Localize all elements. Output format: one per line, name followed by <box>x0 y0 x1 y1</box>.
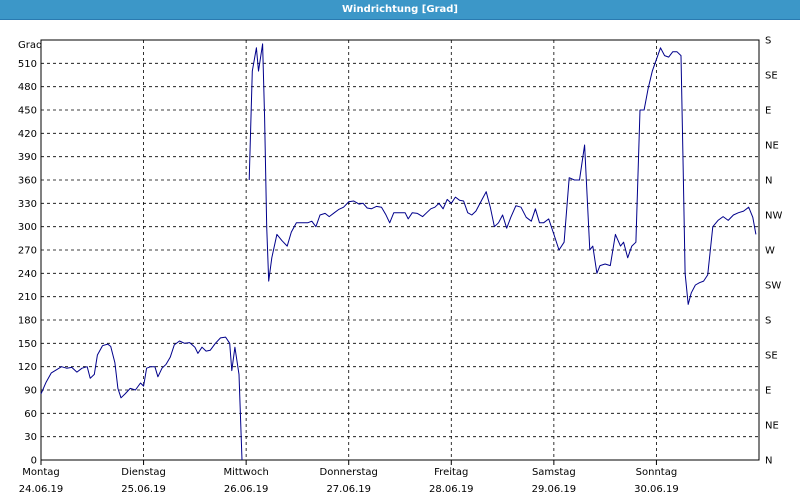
y-tick-label: 210 <box>18 292 37 303</box>
y-tick-label: 180 <box>18 316 37 327</box>
y-tick-label: 270 <box>18 246 37 257</box>
compass-tick-label: NW <box>765 211 782 222</box>
day-label: Sonntag <box>636 467 678 478</box>
date-label: 27.06.19 <box>326 484 371 495</box>
y-tick-label: 120 <box>18 362 37 373</box>
compass-tick-label: E <box>765 106 771 117</box>
day-label: Freitag <box>434 467 468 478</box>
day-label: Mittwoch <box>223 467 268 478</box>
y-tick-label: 240 <box>18 269 37 280</box>
day-tick-labels: Montag 24.06.19 Dienstag 25.06.19 Mittwoch 26… <box>19 467 679 495</box>
date-label: 25.06.19 <box>121 484 166 495</box>
date-label: 26.06.19 <box>224 484 269 495</box>
compass-tick-label: N <box>765 456 772 467</box>
series-line-segment-1 <box>40 336 243 461</box>
y-axis-label: Grad <box>18 40 42 51</box>
date-label: 24.06.19 <box>19 484 64 495</box>
y-tick-label: 390 <box>18 152 37 163</box>
y-tick-labels: 0 30 60 90 120 150 180 210 240 270 300 330 360 390 420… <box>18 59 37 467</box>
plot-frame <box>40 39 760 461</box>
compass-tick-labels: N NE E SE S SW W NW N NE E SE S <box>765 36 782 467</box>
day-label: Donnerstag <box>320 467 378 478</box>
grid <box>40 40 759 465</box>
y-tick-label: 420 <box>18 129 37 140</box>
day-label: Samstag <box>532 467 576 478</box>
chart-area: Grad 0 30 60 90 120 150 180 210 240 270 300 330 360 3… <box>18 36 783 496</box>
y-tick-label: 480 <box>18 82 37 93</box>
y-tick-label: 510 <box>18 59 37 70</box>
compass-tick-label: NE <box>765 141 779 152</box>
compass-tick-label: S <box>765 316 771 327</box>
compass-tick-label: E <box>765 386 771 397</box>
series-line-segment-2 <box>248 43 757 305</box>
compass-tick-label: SE <box>765 71 778 82</box>
series-lines <box>40 43 757 461</box>
chart-title: Windrichtung [Grad] <box>0 0 800 20</box>
compass-tick-label: SW <box>765 281 781 292</box>
compass-tick-label: SE <box>765 351 778 362</box>
y-tick-label: 450 <box>18 106 37 117</box>
y-tick-label: 60 <box>24 409 37 420</box>
y-tick-label: 360 <box>18 176 37 187</box>
date-label: 29.06.19 <box>532 484 577 495</box>
day-label: Dienstag <box>121 467 166 478</box>
y-tick-label: 300 <box>18 222 37 233</box>
compass-tick-label: S <box>765 36 771 47</box>
day-label: Montag <box>22 467 59 478</box>
date-label: 30.06.19 <box>634 484 679 495</box>
y-tick-label: 330 <box>18 199 37 210</box>
y-tick-label: 150 <box>18 339 37 350</box>
compass-tick-label: N <box>765 176 772 187</box>
y-tick-label: 30 <box>24 432 37 443</box>
y-tick-label: 0 <box>31 456 37 467</box>
compass-tick-label: W <box>765 246 775 257</box>
y-tick-label: 90 <box>24 386 37 397</box>
date-label: 28.06.19 <box>429 484 474 495</box>
compass-tick-label: NE <box>765 421 779 432</box>
